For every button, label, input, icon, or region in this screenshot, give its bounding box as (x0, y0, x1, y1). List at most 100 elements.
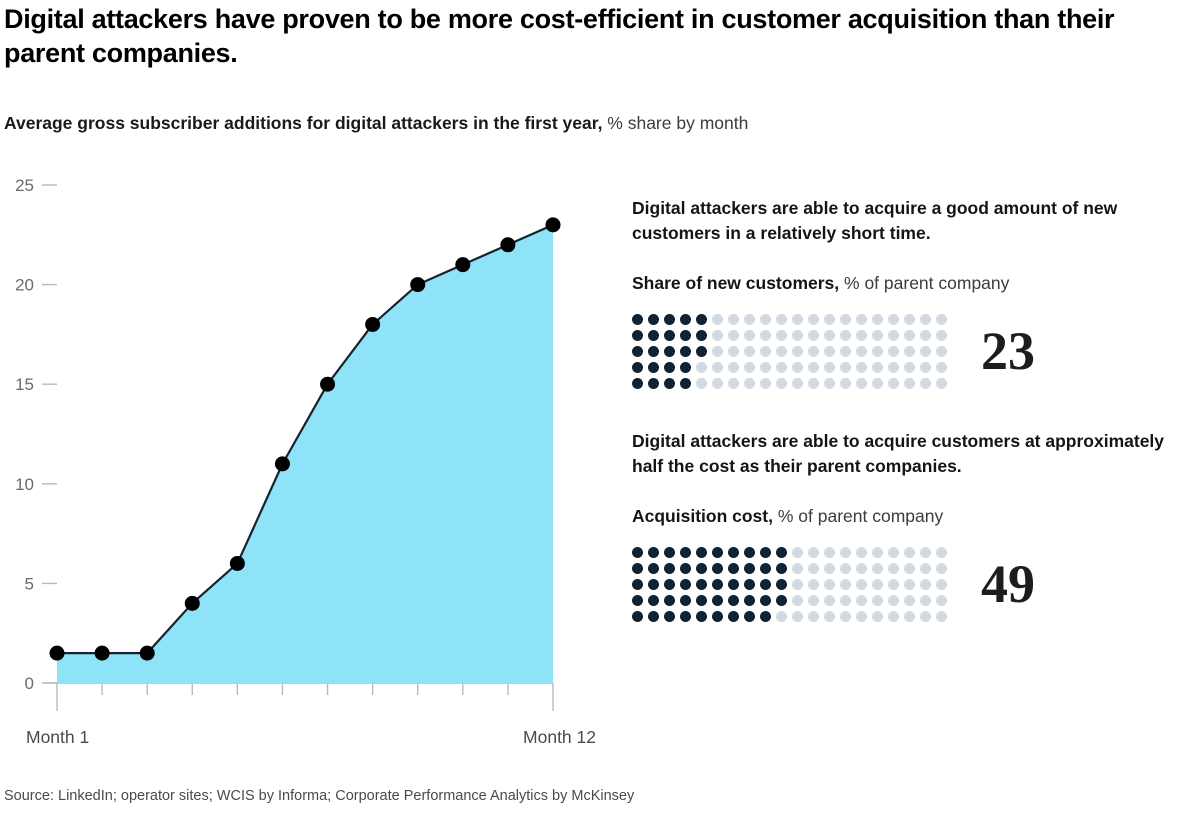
dot-filled (712, 594, 723, 606)
dot-empty (792, 377, 803, 389)
dot-empty (792, 361, 803, 373)
dot-empty (936, 377, 947, 389)
metric-label-cost-bold: Acquisition cost, (632, 506, 773, 527)
dot-empty (840, 345, 851, 357)
dot-empty (808, 578, 819, 590)
dot-matrix-share (632, 313, 947, 389)
dot-filled (632, 546, 643, 558)
dot-filled (648, 546, 659, 558)
dot-empty (920, 546, 931, 558)
data-point-marker (545, 217, 561, 233)
data-point-marker (455, 257, 471, 273)
dot-empty (840, 377, 851, 389)
dot-filled (696, 329, 707, 341)
dot-empty (872, 610, 883, 622)
data-point-marker (410, 277, 426, 293)
dot-empty (808, 345, 819, 357)
dot-filled (632, 610, 643, 622)
dot-empty (808, 610, 819, 622)
x-axis-label-end: Month 12 (523, 727, 596, 747)
dot-filled (664, 377, 675, 389)
dot-filled (632, 361, 643, 373)
dot-empty (856, 345, 867, 357)
dot-empty (936, 562, 947, 574)
dot-filled (728, 594, 739, 606)
dot-empty (936, 313, 947, 325)
dot-filled (680, 610, 691, 622)
dot-empty (920, 610, 931, 622)
dot-empty (936, 329, 947, 341)
dot-empty (792, 546, 803, 558)
dot-empty (824, 610, 835, 622)
dot-filled (648, 361, 659, 373)
y-axis-tick-label: 20 (15, 276, 34, 295)
dot-filled (680, 345, 691, 357)
dot-empty (920, 562, 931, 574)
dot-empty (712, 329, 723, 341)
dot-empty (888, 546, 899, 558)
dot-filled (680, 329, 691, 341)
dot-filled (712, 610, 723, 622)
dot-empty (856, 313, 867, 325)
dot-filled (744, 578, 755, 590)
dot-empty (856, 594, 867, 606)
dot-filled (696, 578, 707, 590)
x-axis-label-start: Month 1 (26, 727, 89, 747)
dot-empty (792, 578, 803, 590)
dot-empty (888, 361, 899, 373)
dot-empty (920, 361, 931, 373)
dot-empty (808, 594, 819, 606)
metric-label-share-bold: Share of new customers, (632, 273, 840, 294)
dot-empty (744, 329, 755, 341)
dot-empty (824, 546, 835, 558)
dot-filled (776, 562, 787, 574)
dot-empty (744, 361, 755, 373)
dot-empty (808, 313, 819, 325)
area-fill (57, 224, 553, 683)
dot-empty (872, 594, 883, 606)
dot-filled (760, 546, 771, 558)
dot-empty (856, 562, 867, 574)
dot-filled (696, 313, 707, 325)
dot-empty (792, 610, 803, 622)
dot-filled (632, 594, 643, 606)
dot-filled (664, 562, 675, 574)
dot-empty (808, 361, 819, 373)
dot-empty (936, 610, 947, 622)
dot-filled (696, 345, 707, 357)
dot-empty (824, 345, 835, 357)
dot-empty (744, 345, 755, 357)
dot-filled (680, 562, 691, 574)
dot-empty (872, 329, 883, 341)
insight-block-cost: Digital attackers are able to acquire cu… (632, 429, 1192, 622)
area-chart-svg: 0 5 10 15 20 25 Month 1 Month 12 (15, 176, 596, 747)
dot-empty (824, 361, 835, 373)
dot-empty (712, 361, 723, 373)
dot-empty (760, 313, 771, 325)
dot-empty (760, 329, 771, 341)
dot-empty (776, 361, 787, 373)
dot-empty (904, 361, 915, 373)
dot-filled (776, 578, 787, 590)
dot-filled (712, 562, 723, 574)
dot-empty (888, 594, 899, 606)
dot-empty (808, 562, 819, 574)
dot-filled (712, 546, 723, 558)
dot-filled (776, 546, 787, 558)
dot-filled (680, 361, 691, 373)
dot-empty (792, 313, 803, 325)
dot-empty (776, 377, 787, 389)
dot-empty (824, 329, 835, 341)
dot-empty (872, 562, 883, 574)
dot-empty (856, 546, 867, 558)
dot-empty (776, 345, 787, 357)
metric-label-share: Share of new customers, % of parent comp… (632, 271, 1192, 296)
dot-filled (664, 546, 675, 558)
dot-empty (904, 578, 915, 590)
dot-filled (664, 313, 675, 325)
dot-empty (904, 594, 915, 606)
dot-empty (760, 377, 771, 389)
dot-filled (680, 377, 691, 389)
dot-empty (904, 329, 915, 341)
dot-empty (840, 329, 851, 341)
